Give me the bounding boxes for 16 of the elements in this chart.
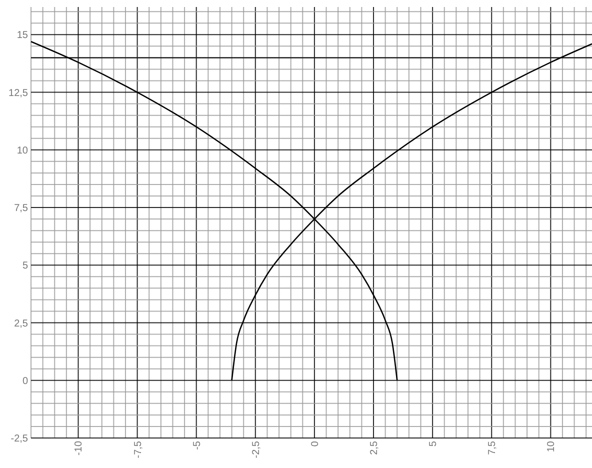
- y-tick-label: 10: [16, 145, 28, 156]
- x-tick-label: 5: [428, 440, 440, 447]
- y-tick-label: 2,5: [14, 318, 28, 330]
- x-tick-label: 2,5: [369, 440, 380, 455]
- x-tick-label: 7,5: [487, 440, 498, 455]
- y-tick-label: 5: [22, 260, 28, 272]
- y-tick-label: 7,5: [14, 203, 28, 214]
- y-tick-label: 12,5: [8, 88, 28, 99]
- y-tick-label: 0: [22, 376, 28, 387]
- x-tick-label: 0: [310, 440, 321, 447]
- x-tick-label: -2,5: [250, 440, 262, 458]
- y-tick-label: 15: [16, 30, 28, 42]
- x-tick-label: -10: [74, 440, 85, 456]
- x-tick-label: -7,5: [132, 440, 144, 458]
- x-tick-label: 10: [546, 440, 558, 452]
- x-tick-label: -5: [192, 440, 203, 450]
